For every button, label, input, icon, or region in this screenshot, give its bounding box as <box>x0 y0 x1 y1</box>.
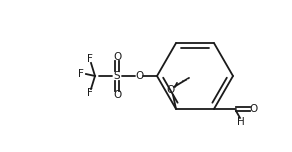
Text: O: O <box>113 52 121 62</box>
Text: F: F <box>87 88 93 98</box>
Text: O: O <box>135 71 143 81</box>
Text: F: F <box>87 54 93 64</box>
Text: S: S <box>114 71 120 81</box>
Text: methoxy: methoxy <box>187 79 193 80</box>
Text: O: O <box>250 104 258 114</box>
Text: F: F <box>78 69 84 79</box>
Text: methoxy: methoxy <box>182 79 188 81</box>
Text: H: H <box>237 117 245 127</box>
Text: O: O <box>113 90 121 100</box>
Text: O: O <box>167 85 175 95</box>
